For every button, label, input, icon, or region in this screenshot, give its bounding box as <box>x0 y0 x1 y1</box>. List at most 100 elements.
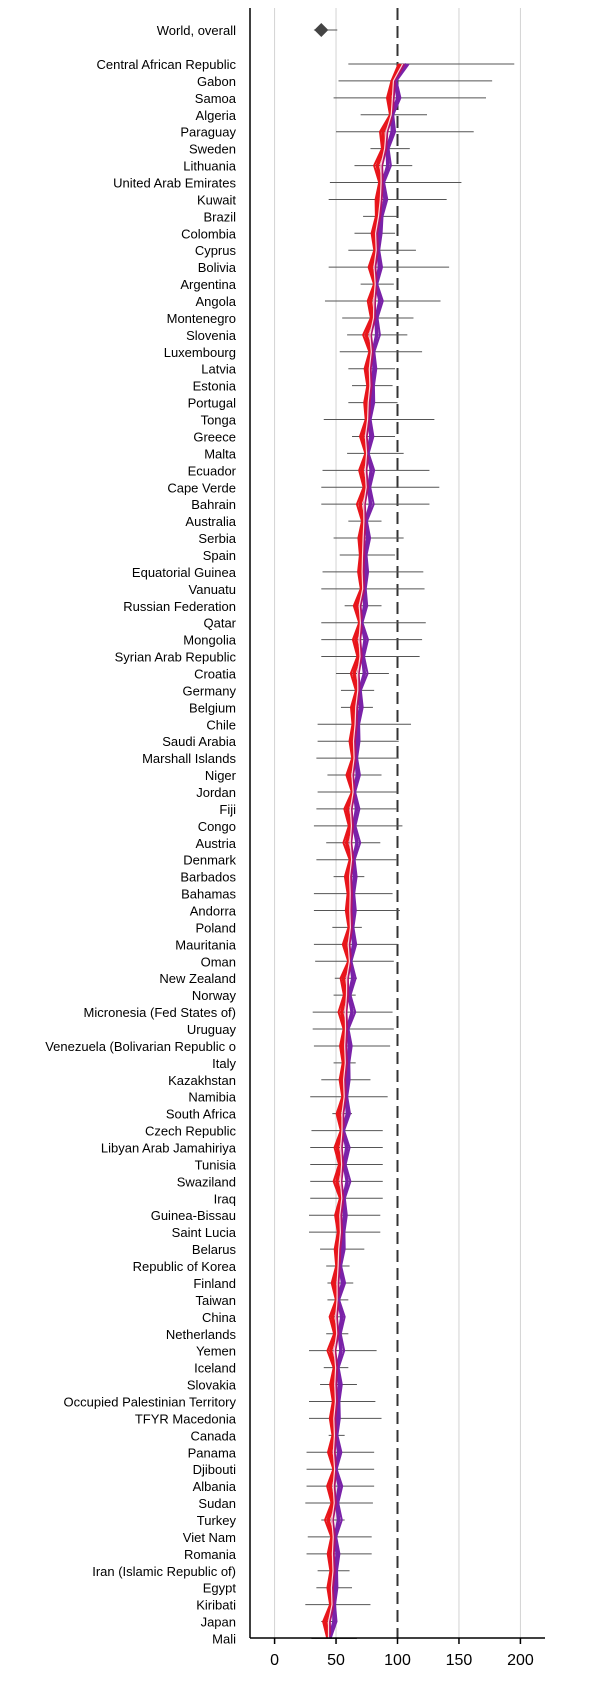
category-label: Albania <box>193 1479 237 1494</box>
category-label: Spain <box>203 548 236 563</box>
category-label: Serbia <box>198 531 236 546</box>
overall-estimate <box>313 23 338 37</box>
category-label: Angola <box>196 294 237 309</box>
category-label: Congo <box>198 819 236 834</box>
estimate-line <box>328 63 409 1639</box>
category-label: Luxembourg <box>164 345 236 360</box>
category-label: Barbados <box>180 870 236 885</box>
x-axis: 0 50 100 150 200 <box>249 8 545 1669</box>
category-label: Iceland <box>194 1361 236 1376</box>
category-label: Finland <box>193 1276 236 1291</box>
category-label: Lithuania <box>183 159 237 174</box>
category-labels: World, overall Central African Republic Ga… <box>45 23 237 1646</box>
overall-diamond <box>314 23 329 37</box>
category-label: Iran (Islamic Republic of) <box>92 1564 236 1579</box>
category-label: Montenegro <box>167 311 236 326</box>
category-label: Niger <box>205 768 237 783</box>
category-label: Slovenia <box>186 328 237 343</box>
category-label: Namibia <box>188 1090 236 1105</box>
category-label: Mauritania <box>175 937 236 952</box>
category-label: Malta <box>204 446 237 461</box>
category-label: Tunisia <box>195 1157 237 1172</box>
category-label: Swaziland <box>177 1174 236 1189</box>
category-label: Marshall Islands <box>142 751 236 766</box>
category-label: Kazakhstan <box>168 1073 236 1088</box>
category-label: Syrian Arab Republic <box>115 650 237 665</box>
category-label: Austria <box>196 836 237 851</box>
category-label: Mali <box>212 1631 236 1646</box>
category-label: Belarus <box>192 1242 237 1257</box>
category-label: Portugal <box>188 396 237 411</box>
category-label: Saint Lucia <box>172 1225 237 1240</box>
category-label: Saudi Arabia <box>162 734 236 749</box>
category-label: Andorra <box>190 904 237 919</box>
estimate-line <box>322 63 400 1639</box>
overall-label: World, overall <box>157 23 236 38</box>
category-label: Chile <box>206 717 236 732</box>
category-label: South Africa <box>166 1107 237 1122</box>
category-label: Oman <box>201 954 236 969</box>
x-tick-label: 50 <box>327 1652 345 1669</box>
category-label: TFYR Macedonia <box>135 1411 237 1426</box>
category-label: Yemen <box>196 1344 236 1359</box>
category-label: Poland <box>196 920 236 935</box>
category-label: Vanuatu <box>189 582 236 597</box>
category-label: Mongolia <box>183 633 237 648</box>
category-label: Qatar <box>203 616 236 631</box>
category-label: Gabon <box>197 74 236 89</box>
category-label: Equatorial Guinea <box>132 565 237 580</box>
estimate-band <box>322 63 410 1639</box>
category-label: Latvia <box>201 362 236 377</box>
category-label: Samoa <box>195 91 237 106</box>
category-label: Canada <box>190 1428 236 1443</box>
category-label: Norway <box>192 988 237 1003</box>
category-label: Estonia <box>193 379 237 394</box>
category-label: Algeria <box>196 108 237 123</box>
category-label: Belgium <box>189 700 236 715</box>
category-label: Colombia <box>181 226 237 241</box>
category-label: Australia <box>185 514 236 529</box>
category-label: Kiribati <box>196 1598 236 1613</box>
category-label: Viet Nam <box>183 1530 236 1545</box>
estimate-line <box>329 63 410 1639</box>
category-label: Bahrain <box>191 497 236 512</box>
category-label: Netherlands <box>166 1327 237 1342</box>
x-tick-label: 100 <box>384 1652 411 1669</box>
category-label: Cape Verde <box>167 480 236 495</box>
x-tick-label: 200 <box>507 1652 534 1669</box>
category-label: Bolivia <box>198 260 237 275</box>
estimate-line <box>327 63 404 1639</box>
category-label: United Arab Emirates <box>113 176 236 191</box>
category-label: Greece <box>193 429 236 444</box>
category-label: Bahamas <box>181 887 236 902</box>
category-label: Fiji <box>219 802 236 817</box>
category-label: Iraq <box>214 1191 236 1206</box>
category-label: Paraguay <box>180 125 236 140</box>
category-label: Tonga <box>201 413 237 428</box>
x-tick-label: 0 <box>270 1652 279 1669</box>
category-label: Panama <box>188 1445 237 1460</box>
category-label: Russian Federation <box>123 599 236 614</box>
category-label: Japan <box>201 1615 236 1630</box>
category-label: Turkey <box>197 1513 237 1528</box>
gridlines <box>274 8 521 1638</box>
category-label: Central African Republic <box>97 57 237 72</box>
category-label: Denmark <box>183 853 236 868</box>
category-label: Romania <box>184 1547 237 1562</box>
category-label: Cyprus <box>195 243 237 258</box>
x-tick-label: 150 <box>446 1652 473 1669</box>
category-label: Slovakia <box>187 1378 237 1393</box>
estimate-line <box>323 63 403 1639</box>
category-label: Occupied Palestinian Territory <box>64 1394 237 1409</box>
category-label: New Zealand <box>159 971 236 986</box>
category-label: Djibouti <box>193 1462 236 1477</box>
category-label: Uruguay <box>187 1022 237 1037</box>
category-label: Sudan <box>198 1496 236 1511</box>
category-label: Argentina <box>180 277 236 292</box>
category-label: Guinea-Bissau <box>151 1208 236 1223</box>
category-label: Jordan <box>196 785 236 800</box>
category-label: China <box>202 1310 237 1325</box>
category-label: Germany <box>183 683 237 698</box>
category-label: Micronesia (Fed States of) <box>84 1005 236 1020</box>
